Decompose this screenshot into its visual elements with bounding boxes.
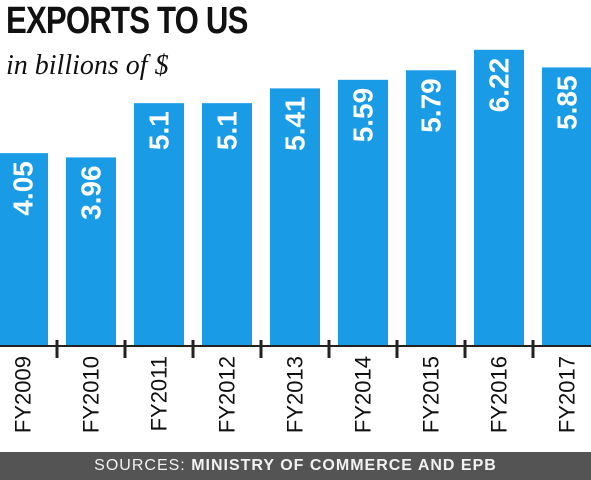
x-tick-label: FY2011 [147, 356, 172, 431]
x-tick-label: FY2015 [419, 356, 444, 433]
bar-fy2009 [0, 153, 48, 346]
bar-fy2015 [406, 70, 456, 347]
data-label: 3.96 [76, 165, 107, 220]
x-tick-label: FY2016 [487, 356, 512, 433]
x-axis-ticks [55, 340, 535, 358]
source-organizations: MINISTRY OF COMMERCE AND EPB [191, 457, 497, 474]
x-tick-label: FY2013 [283, 356, 308, 433]
chart-subtitle: in billions of $ [6, 50, 169, 81]
chart-title: EXPORTS TO US [6, 0, 248, 42]
data-label: 5.41 [280, 96, 311, 151]
bars-layer: 4.05 3.96 5.1 5.1 5.41 5.59 5.79 6.22 5.85 [0, 49, 591, 347]
bar-fy2016 [474, 49, 524, 347]
data-label: 5.59 [348, 88, 379, 143]
bar-fy2012 [202, 103, 252, 347]
source-prefix: SOURCES: [94, 457, 186, 474]
x-tick-label: FY2009 [11, 356, 36, 433]
x-tick-label: FY2014 [351, 356, 376, 433]
data-label: 5.1 [144, 111, 175, 150]
data-label: 4.05 [8, 161, 39, 216]
data-label: 5.1 [212, 111, 243, 150]
bar-fy2011 [134, 103, 184, 347]
bar-fy2017 [542, 67, 591, 346]
source-footer: SOURCES: MINISTRY OF COMMERCE AND EPB [0, 452, 591, 480]
bar-fy2014 [338, 79, 388, 347]
data-label: 5.79 [416, 78, 447, 132]
bar-fy2013 [270, 88, 320, 346]
data-label: 5.85 [552, 75, 583, 130]
x-axis-labels: FY2009 FY2010 FY2011 FY2012 FY2013 FY2014 FY20… [11, 356, 580, 433]
x-tick-label: FY2010 [79, 356, 104, 433]
x-tick-label: FY2017 [555, 356, 580, 433]
bar-fy2010 [66, 157, 116, 346]
bar-chart: 4.05 3.96 5.1 5.1 5.41 5.59 5.79 6.22 5.85 FY200… [0, 49, 591, 433]
data-label: 6.22 [484, 58, 515, 113]
x-tick-label: FY2012 [215, 356, 240, 433]
